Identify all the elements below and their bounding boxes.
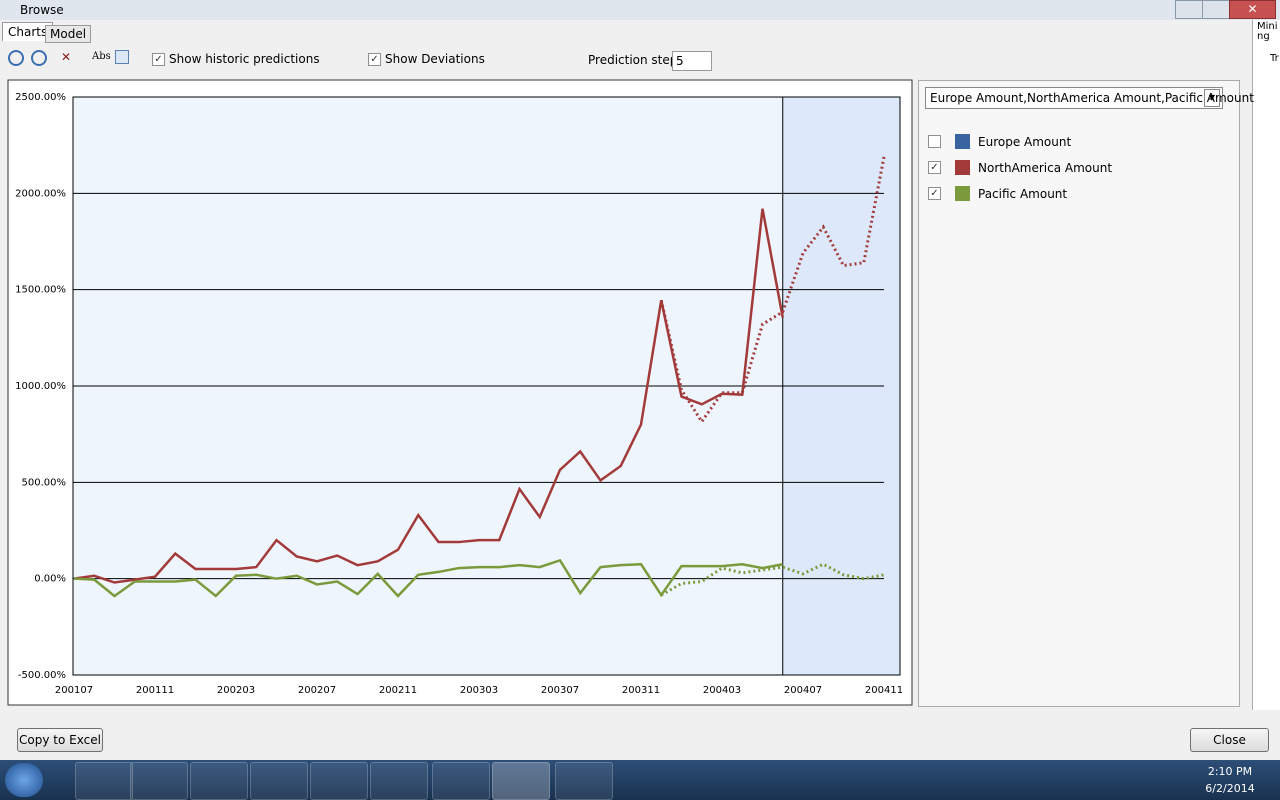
taskbar-app[interactable] [75,762,133,800]
taskbar-app[interactable] [370,762,428,800]
y-tick-label: 0.00% [34,574,66,585]
zoom-out-icon[interactable] [31,50,47,66]
y-tick-label: 500.00% [22,477,67,488]
legend-label: Pacific Amount [978,187,1068,201]
legend-swatch [955,134,970,149]
taskbar-app[interactable] [250,762,308,800]
clock-time: 2:10 PM [1207,765,1253,778]
tab-active[interactable]: Charts [2,22,54,41]
series-dropdown-text: Europe Amount,NorthAmerica Amount,Pacifi… [930,91,1254,105]
taskbar-app[interactable] [310,762,368,800]
y-tick-label: -500.00% [18,670,66,681]
x-tick-label: 200111 [136,685,174,696]
side-label: Tr [1270,53,1279,64]
copy-icon[interactable] [115,50,129,64]
window-title: Browse [20,3,64,17]
x-tick-label: 200307 [541,685,579,696]
taskbar-app[interactable] [492,762,550,800]
x-tick-label: 200203 [217,685,255,696]
fit-icon[interactable]: ✕ [61,50,72,64]
series-line [73,558,783,598]
prediction-line [660,562,885,597]
title-bar [0,0,1280,20]
taskbar-app[interactable] [130,762,188,800]
legend-checkbox[interactable]: ✓ [928,161,941,174]
option-label: Show historic predictions [169,52,320,66]
y-tick-label: 1500.00% [15,285,66,296]
series-dropdown[interactable]: Europe Amount,NorthAmerica Amount,Pacifi… [925,87,1254,109]
side-panel [1252,20,1280,710]
taskbar-app[interactable] [432,762,490,800]
prediction-steps-label: Prediction steps [588,53,684,67]
chart: -500.00% 0.00% 500.00% 1000.00% 1500.00% 2000… [7,79,913,706]
legend-checkbox[interactable]: ✓ [928,187,941,200]
side-label: Mini [1257,21,1278,32]
x-tick-label: 200303 [460,685,498,696]
x-tick-label: 200211 [379,685,417,696]
y-tick-label: 2000.00% [15,188,66,199]
taskbar-app[interactable] [190,762,248,800]
tab[interactable]: Model [45,25,92,43]
checkbox[interactable]: ✓ [368,53,381,66]
plot-border [72,96,901,676]
x-tick-label: 200403 [703,685,741,696]
prediction-steps-input[interactable]: 5 [672,51,712,71]
legend-label: NorthAmerica Amount [978,161,1113,175]
taskbar [0,760,1280,800]
y-tick-label: 1000.00% [15,381,66,392]
clock-date: 6/2/2014 [1205,782,1255,795]
close-button[interactable]: Close [1190,728,1269,752]
taskbar-app[interactable] [555,762,613,800]
copy-to-excel-button[interactable]: Copy to Excel [17,728,103,752]
x-tick-label: 200407 [784,685,822,696]
legend-swatch [955,160,970,175]
legend-panel [918,80,1240,707]
abs-button[interactable]: Abs [92,51,111,62]
x-tick-label: 200207 [298,685,336,696]
zoom-in-icon[interactable] [8,50,24,66]
prediction-steps-value: 5 [676,54,684,68]
side-label: ng [1257,31,1270,42]
legend-swatch [955,186,970,201]
close-window-button[interactable]: ✕ [1229,0,1276,19]
legend-checkbox[interactable] [928,135,941,148]
y-tick-label: 2500.00% [15,92,66,103]
x-tick-label: 200107 [55,685,93,696]
x-tick-label: 200411 [865,685,903,696]
checkbox[interactable]: ✓ [152,53,165,66]
option-label: Show Deviations [385,52,485,66]
legend-label: Europe Amount [978,135,1072,149]
series-line [73,208,784,584]
x-tick-label: 200311 [622,685,660,696]
start-button[interactable] [5,763,43,797]
